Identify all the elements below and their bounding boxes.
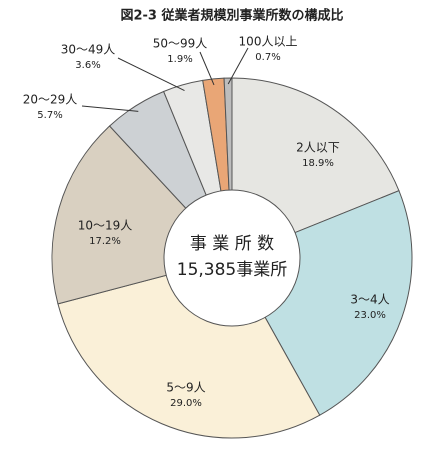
slice-value: 3.6%: [75, 60, 100, 71]
center-label: 事 業 所 数: [190, 234, 274, 254]
slice-label: 10～19人: [78, 219, 133, 233]
slice-value: 5.7%: [37, 110, 62, 121]
slice-value: 0.7%: [255, 52, 280, 63]
slice-value: 18.9%: [302, 158, 334, 169]
slice-value: 17.2%: [89, 236, 121, 247]
leader-line: [227, 47, 249, 85]
slice-label: 30～49人: [61, 43, 116, 57]
slice-value: 29.0%: [170, 398, 202, 409]
leader-line: [199, 51, 215, 86]
center-value: 15,385事業所: [177, 260, 287, 280]
slice-label: 3～4人: [350, 293, 389, 307]
slice-label: 50～99人: [153, 37, 208, 51]
slice-label: 100人以上: [239, 35, 298, 49]
slice-label: 20～29人: [23, 93, 78, 107]
chart-title: 図2-3 従業者規模別事業所数の構成比: [120, 8, 343, 24]
slice-label: 5～9人: [166, 381, 205, 395]
donut-hole: [163, 189, 301, 327]
slice-value: 23.0%: [354, 310, 386, 321]
leader-line: [81, 105, 139, 112]
slice-label: 2人以下: [296, 141, 340, 155]
slice-value: 1.9%: [167, 54, 192, 65]
leader-line: [117, 57, 185, 92]
